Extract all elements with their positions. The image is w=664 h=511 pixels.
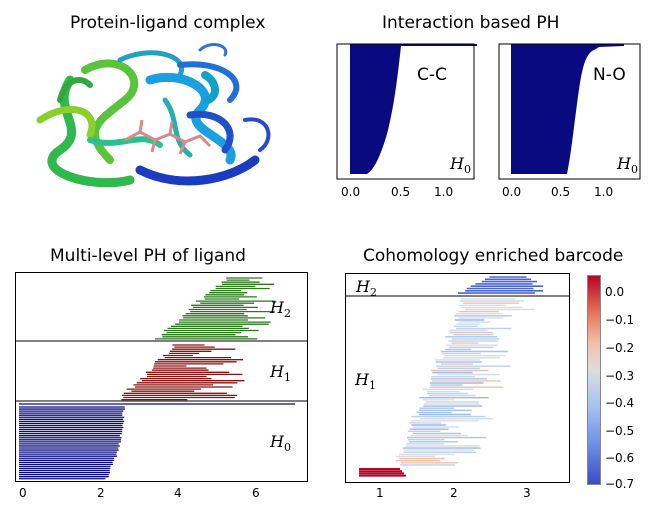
cbar-tick-6: −0.6 xyxy=(605,451,635,465)
ml-tick-0: 0 xyxy=(19,486,27,500)
no-tick-2: 1.0 xyxy=(594,185,614,199)
no-tick-1: 0.5 xyxy=(551,185,571,199)
cc-barcode-plot xyxy=(336,43,477,180)
no-h0-barcode-area xyxy=(511,44,624,174)
cohomology-barcode-plot xyxy=(345,273,570,483)
co-tick-2: 2 xyxy=(450,486,458,500)
cbar-tick-7: −0.7 xyxy=(605,477,635,491)
ml-tick-2: 2 xyxy=(97,486,105,500)
cc-tick-0: 0.0 xyxy=(341,185,361,199)
ml-tick-6: 6 xyxy=(252,486,260,500)
cbar-tick-4: −0.4 xyxy=(605,396,635,410)
ml-h0-label: H0 xyxy=(270,432,291,455)
cbar-tick-2: −0.2 xyxy=(605,341,635,355)
co-h2-label: H2 xyxy=(356,277,377,300)
cbar-tick-3: −0.3 xyxy=(605,369,635,383)
cbar-tick-5: −0.5 xyxy=(605,424,635,438)
cc-tick-1: 0.5 xyxy=(391,185,411,199)
co-h1-label: H1 xyxy=(355,370,376,393)
protein-ligand-image xyxy=(36,43,271,188)
multilevel-barcode-plot xyxy=(15,272,308,482)
colorbar xyxy=(587,275,601,485)
cbar-tick-1: −0.1 xyxy=(605,313,635,327)
no-h0-label: H0 xyxy=(617,154,638,177)
co-tick-3: 3 xyxy=(523,486,531,500)
cc-label: C-C xyxy=(417,65,447,85)
co-frame xyxy=(345,273,570,483)
ml-h1-label: H1 xyxy=(270,362,291,385)
interaction-panel-title: Interaction based PH xyxy=(382,13,560,33)
no-label: N-O xyxy=(593,65,626,85)
protein-panel-title: Protein-ligand complex xyxy=(70,13,266,33)
cbar-tick-0: 0.0 xyxy=(605,285,625,299)
cc-h0-barcode-area xyxy=(350,44,477,174)
no-tick-0: 0.0 xyxy=(502,185,522,199)
ml-h2-label: H2 xyxy=(270,298,291,321)
cc-h0-label: H0 xyxy=(450,154,471,177)
no-barcode-plot xyxy=(498,43,641,180)
co-tick-1: 1 xyxy=(376,486,384,500)
cohomology-panel-title: Cohomology enriched barcode xyxy=(363,246,624,266)
cc-tick-2: 1.0 xyxy=(434,185,454,199)
ml-tick-4: 4 xyxy=(174,486,182,500)
multilevel-panel-title: Multi-level PH of ligand xyxy=(50,246,246,266)
